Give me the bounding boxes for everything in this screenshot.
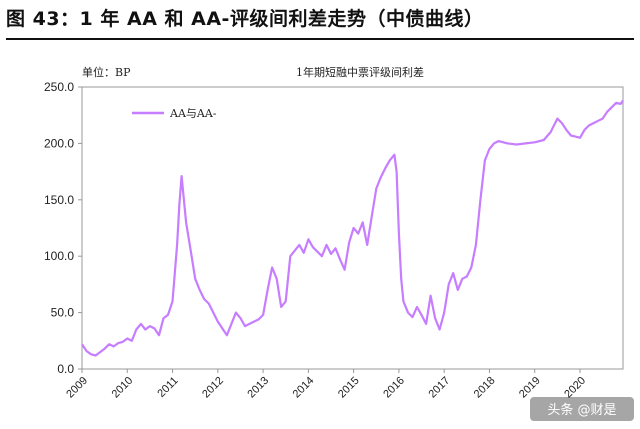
x-tick-label: 2020 [562, 375, 588, 401]
x-tick-label: 2017 [426, 375, 452, 401]
series-line [81, 99, 624, 357]
watermark-background [530, 397, 634, 421]
watermark-text: 头条 @财是 [547, 402, 616, 418]
plot-frame [81, 86, 624, 370]
series-layer [81, 99, 624, 357]
x-axis: 2009 2010 2011 2012 2013 2014 2015 2016 2017 2018… [64, 369, 588, 400]
legend-label: AA与AA- [169, 107, 217, 120]
x-tick-label: 2014 [291, 375, 317, 401]
legend: AA与AA- [132, 107, 217, 120]
watermark: 头条 @财是 [530, 397, 634, 421]
chart-title: 1年期短融中票评级间利差 [296, 65, 424, 79]
y-tick-label: 250.0 [44, 80, 74, 94]
x-tick-label: 2009 [64, 375, 90, 401]
x-tick-label: 2013 [245, 375, 271, 401]
title-underline [6, 38, 634, 40]
unit-label: 单位：BP [82, 65, 131, 79]
y-tick-label: 150.0 [44, 193, 74, 207]
x-tick-label: 2019 [517, 375, 543, 401]
x-tick-label: 2011 [155, 375, 180, 400]
x-tick-label: 2015 [336, 375, 362, 401]
x-tick-label: 2016 [381, 375, 407, 401]
x-tick-label: 2010 [110, 375, 136, 401]
y-tick-label: 100.0 [44, 249, 74, 263]
x-tick-label: 2018 [472, 375, 498, 401]
y-tick-label: 50.0 [51, 306, 75, 320]
y-axis: 250.0 200.0 150.0 100.0 50.0 0.0 [44, 80, 82, 376]
x-tick-label: 2012 [200, 375, 226, 401]
y-tick-label: 0.0 [57, 362, 74, 376]
y-tick-label: 200.0 [44, 136, 74, 150]
figure-title: 图 43：1 年 AA 和 AA-评级间利差走势（中债曲线） [6, 8, 484, 30]
